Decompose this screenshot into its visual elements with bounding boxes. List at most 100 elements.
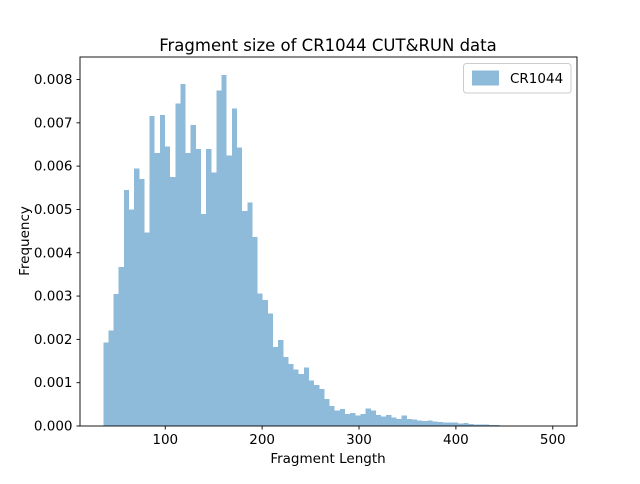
histogram-bar xyxy=(252,237,258,426)
histogram-bar xyxy=(314,384,320,426)
histogram-bar xyxy=(417,420,423,426)
y-tick-label: 0.005 xyxy=(34,202,73,218)
histogram-bar xyxy=(396,419,402,426)
histogram-bar xyxy=(334,410,340,426)
histogram-bar xyxy=(365,408,371,426)
histogram-bar xyxy=(437,422,443,426)
tick-labels-group: 100 200 300 400 500 0.000 0.001 0.002 0.003 0.004… xyxy=(34,72,566,448)
histogram-bar xyxy=(262,299,268,426)
histogram-bar xyxy=(468,423,474,426)
plot-border xyxy=(79,56,578,427)
histogram-bar xyxy=(144,232,150,426)
histogram-bar xyxy=(190,124,196,427)
histogram-bar xyxy=(386,415,392,426)
y-tick-label: 0.007 xyxy=(34,115,73,131)
x-tick-label: 200 xyxy=(249,432,275,448)
histogram-bar xyxy=(473,424,479,426)
y-tick-label: 0.003 xyxy=(34,289,73,305)
histogram-bar xyxy=(231,108,238,427)
histogram-bar xyxy=(278,339,284,426)
histogram-bar xyxy=(298,374,304,426)
histogram-bar xyxy=(350,413,356,426)
histogram-bar xyxy=(118,267,124,426)
x-tick-label: 300 xyxy=(346,432,372,448)
ticks-group xyxy=(76,79,554,430)
histogram-bar xyxy=(103,342,109,426)
histogram-bar xyxy=(293,369,299,426)
histogram-bar xyxy=(159,115,165,426)
histogram-bar xyxy=(134,168,140,426)
histogram-bar xyxy=(128,209,135,426)
histogram-bar xyxy=(149,115,155,427)
histogram-bar xyxy=(406,419,412,426)
histogram-bar xyxy=(319,389,325,426)
histogram-bar xyxy=(288,364,294,426)
bars-group xyxy=(103,75,500,427)
histogram-bar xyxy=(185,153,191,426)
histogram-bar xyxy=(442,422,448,426)
histogram-bar xyxy=(283,357,289,426)
histogram-bar xyxy=(483,424,490,426)
histogram-bar xyxy=(257,293,263,426)
histogram-bar xyxy=(195,148,201,426)
histogram-bar xyxy=(123,189,129,426)
histogram-bar xyxy=(175,103,181,426)
y-tick-label: 0.000 xyxy=(34,419,73,435)
x-tick-label: 500 xyxy=(540,432,566,448)
histogram-bar xyxy=(303,367,310,426)
histogram-bar xyxy=(478,424,484,426)
x-tick-label: 100 xyxy=(152,432,178,448)
histogram-bar xyxy=(221,75,227,427)
histogram-bar xyxy=(427,420,433,426)
histogram-bar xyxy=(242,211,248,426)
histogram-bar xyxy=(216,90,222,426)
histogram-bar xyxy=(463,422,469,426)
histogram-bar xyxy=(432,421,438,426)
histogram-bar xyxy=(211,172,217,426)
histogram-bar xyxy=(370,410,376,426)
histogram-bar xyxy=(164,146,171,426)
histogram-bar xyxy=(200,213,207,426)
histogram-bar xyxy=(139,179,145,426)
histogram-bar xyxy=(360,413,366,426)
legend-swatch xyxy=(472,70,499,86)
legend: CR1044 xyxy=(463,63,572,94)
histogram-bar xyxy=(339,409,346,426)
histogram-bar xyxy=(226,155,232,426)
histogram-bar xyxy=(113,293,119,426)
histogram-bar xyxy=(375,415,382,426)
chart-title: Fragment size of CR1044 CUT&RUN data xyxy=(159,36,497,55)
histogram-bar xyxy=(329,406,335,426)
legend-label: CR1044 xyxy=(510,71,563,87)
x-tick-label: 400 xyxy=(443,432,469,448)
histogram-bar xyxy=(154,153,160,426)
y-axis-label: Frequency xyxy=(17,206,33,276)
y-tick-label: 0.008 xyxy=(34,72,73,88)
histogram-bar xyxy=(345,413,351,426)
histogram-bar xyxy=(458,423,464,426)
histogram-bar xyxy=(237,147,243,426)
histogram-bar xyxy=(355,415,361,426)
histogram-bar xyxy=(422,420,428,426)
histogram-bar xyxy=(324,399,330,426)
histogram-bar xyxy=(180,83,186,426)
histogram-bar xyxy=(391,417,397,426)
y-tick-label: 0.006 xyxy=(34,159,73,175)
histogram-bar xyxy=(267,313,274,426)
y-tick-label: 0.001 xyxy=(34,375,73,391)
histogram-bar xyxy=(447,422,454,426)
y-tick-label: 0.004 xyxy=(34,245,73,261)
histogram-bar xyxy=(108,330,114,426)
y-tick-label: 0.002 xyxy=(34,332,73,348)
histogram-bar xyxy=(401,415,407,426)
histogram-bar xyxy=(309,380,315,426)
histogram-bar xyxy=(381,416,387,426)
histogram-bar xyxy=(411,419,418,426)
x-axis-label: Fragment Length xyxy=(270,451,385,467)
histogram-bar xyxy=(247,202,253,426)
histogram-bar xyxy=(453,422,459,426)
histogram-bar xyxy=(170,176,176,426)
histogram-bar xyxy=(206,148,212,426)
